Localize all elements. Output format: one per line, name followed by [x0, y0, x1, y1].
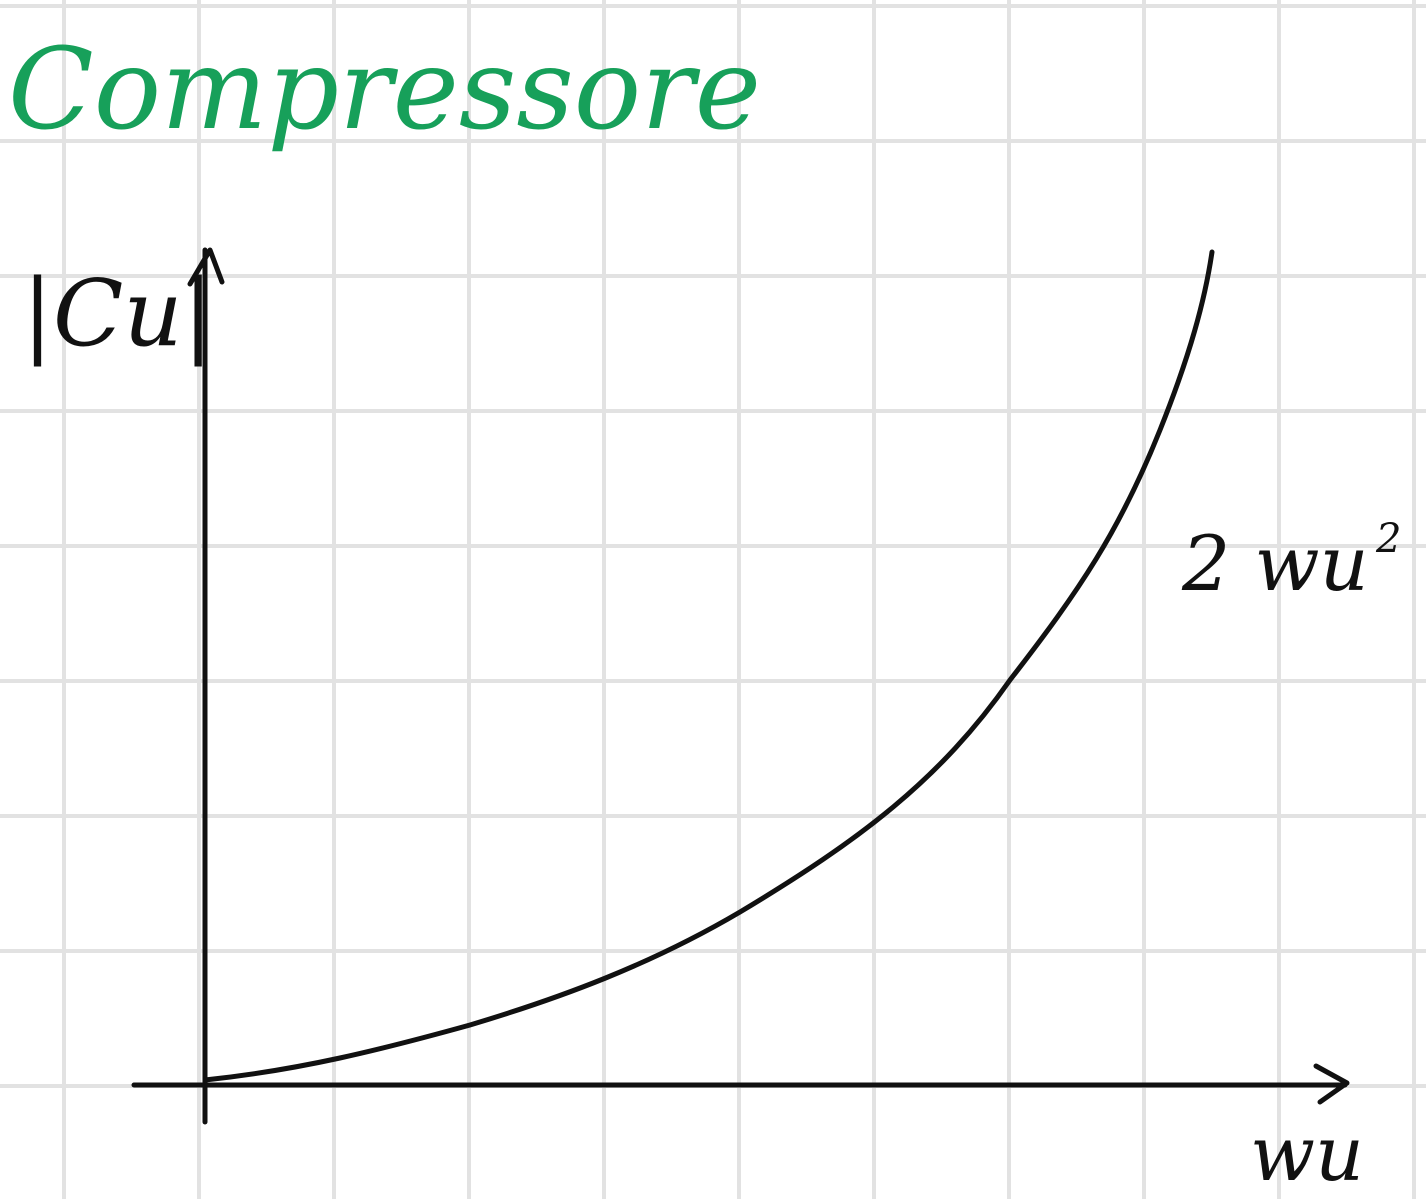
- x-axis-arrow: [1313, 1063, 1350, 1105]
- curve-line: [202, 249, 1215, 1083]
- page-title: Compressore: [8, 25, 761, 155]
- curve-label-exponent: 2: [1375, 516, 1401, 562]
- curve-label: 2 wu: [1181, 519, 1369, 608]
- y-axis-label: |Cu|: [22, 260, 214, 367]
- y-axis-arrow: [187, 247, 225, 287]
- x-axis-label: wu: [1250, 1109, 1364, 1198]
